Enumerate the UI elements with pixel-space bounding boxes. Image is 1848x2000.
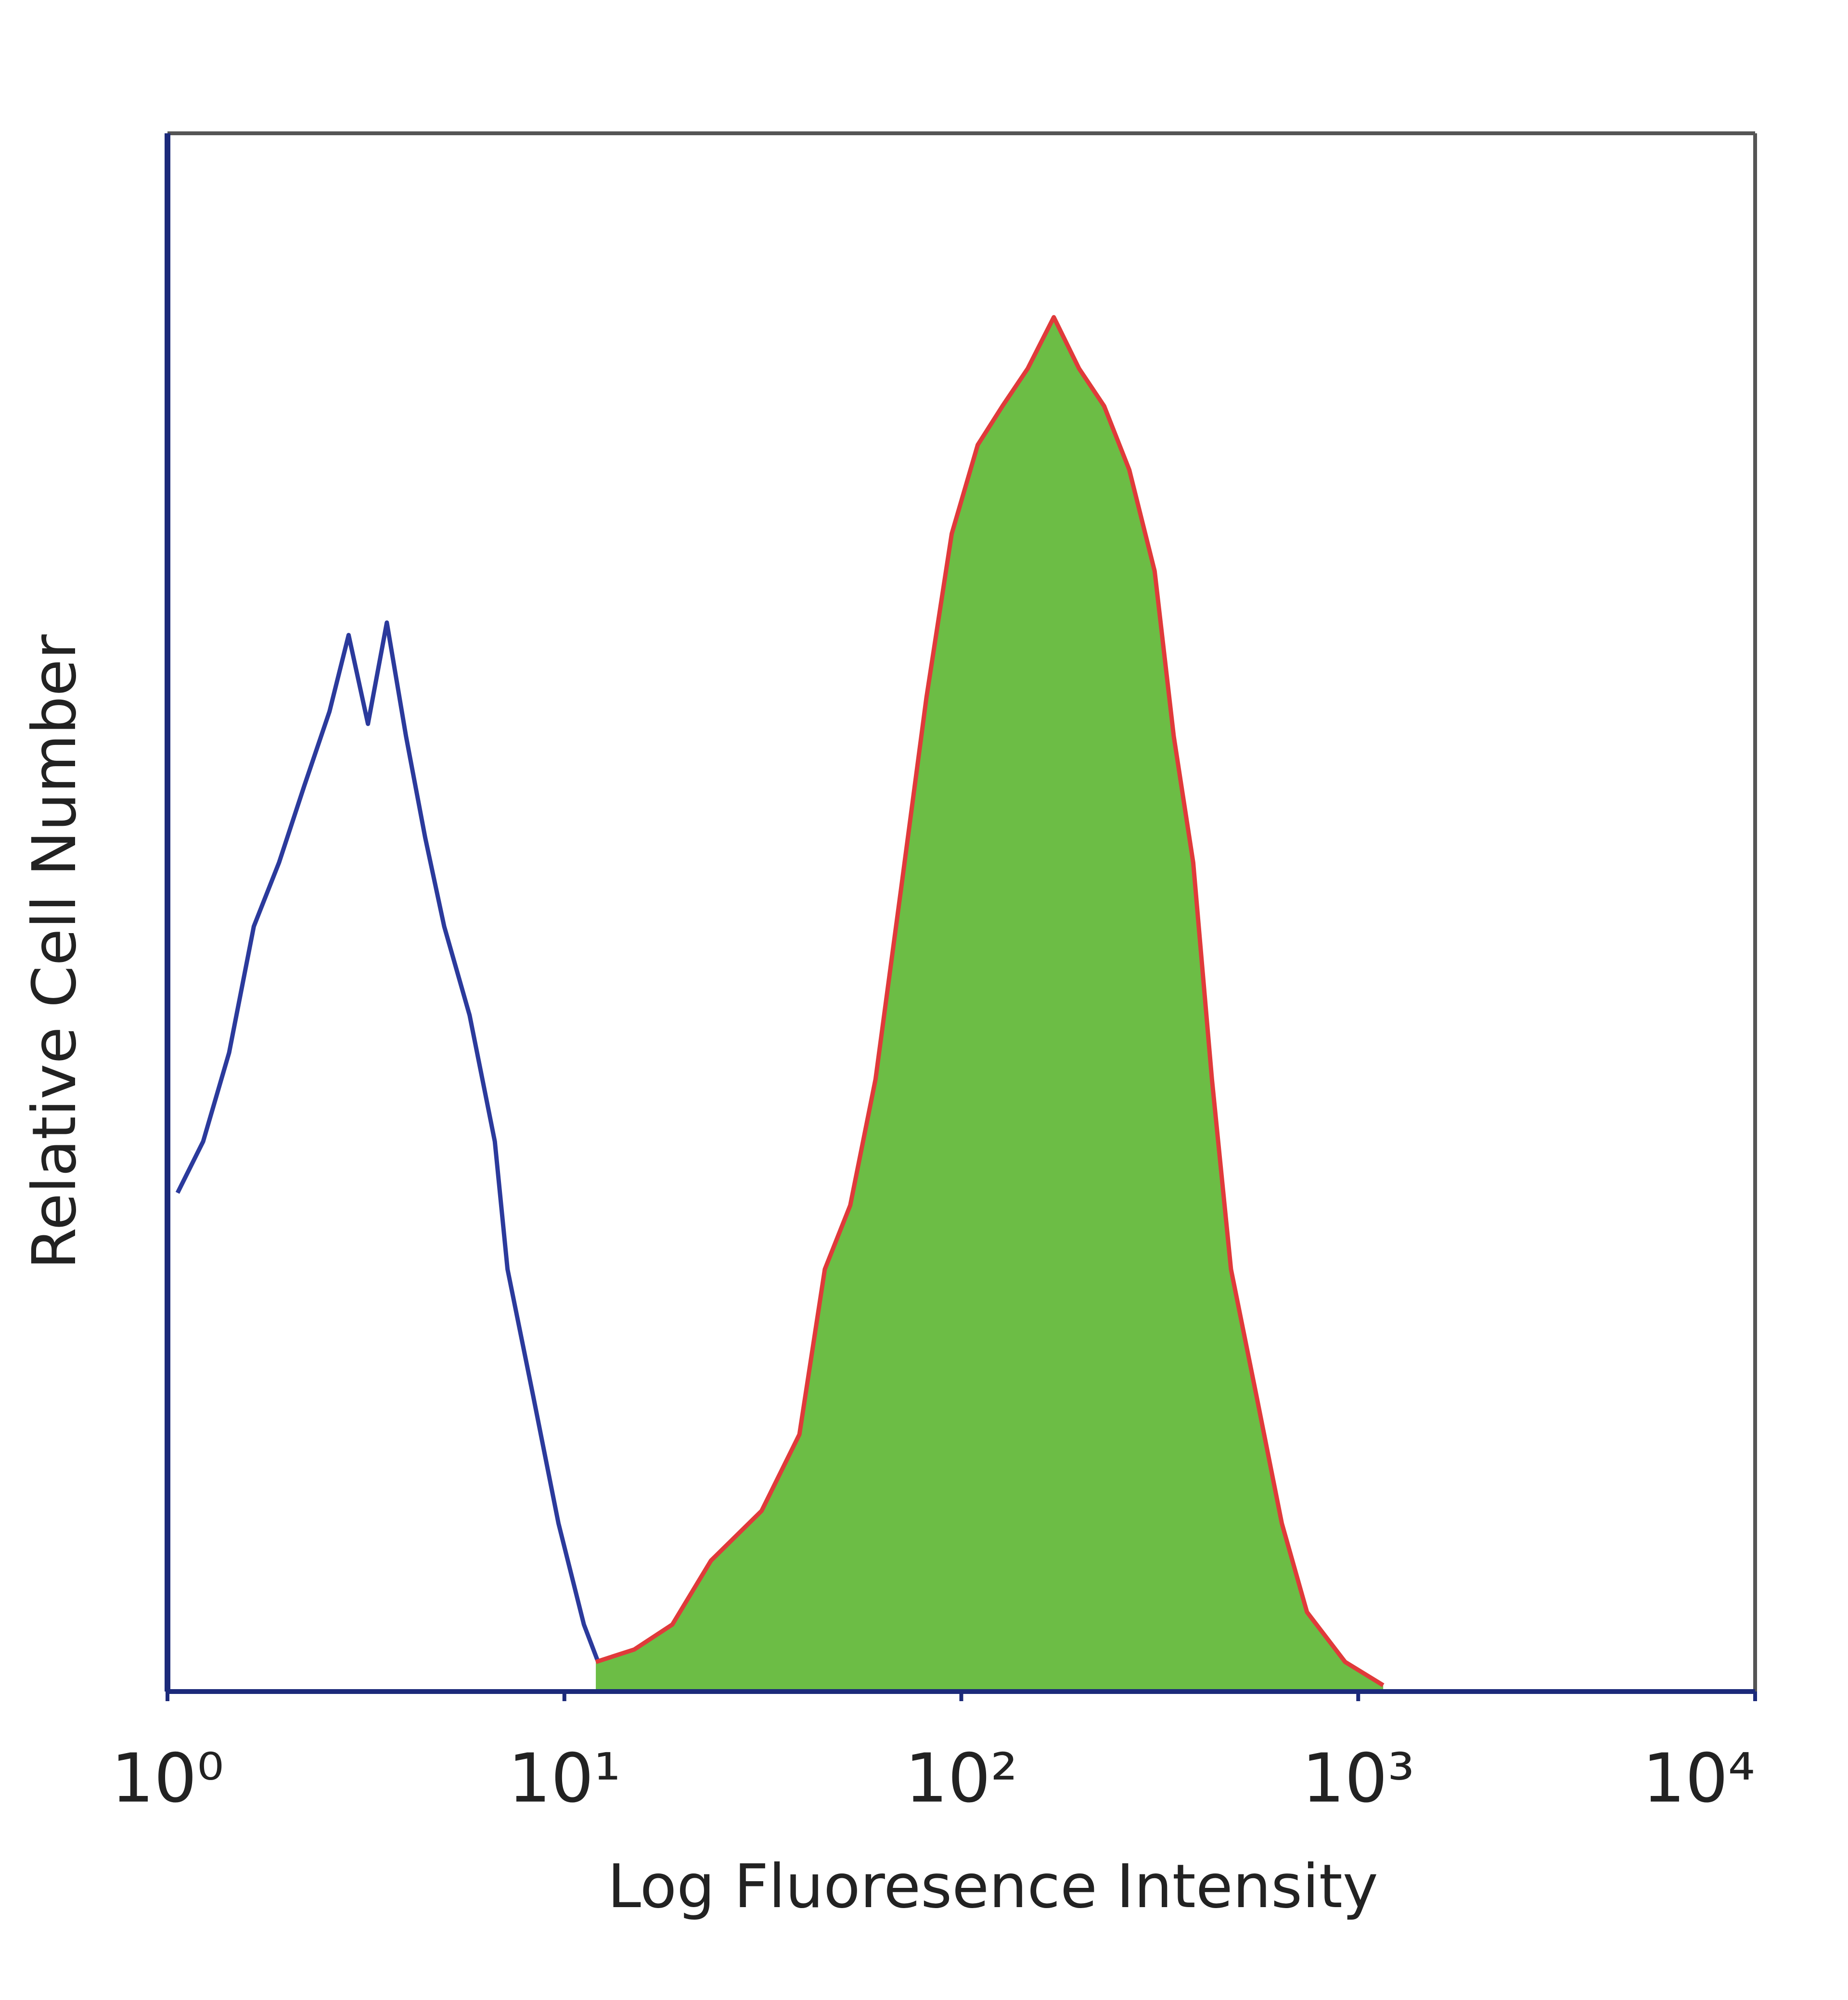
x-tick-label: 10² (905, 1740, 1017, 1818)
x-tick-label: 10⁰ (111, 1740, 224, 1818)
x-axis-label: Log Fluoresence Intensity (607, 1852, 1378, 1922)
x-tick-label: 10⁴ (1643, 1740, 1755, 1818)
y-axis-label: Relative Cell Number (20, 634, 90, 1269)
x-tick-label: 10³ (1302, 1740, 1414, 1818)
x-tick-label: 10¹ (508, 1740, 621, 1818)
histogram-line (175, 620, 812, 1688)
histogram-area (596, 317, 1384, 1692)
histogram-line (595, 315, 1385, 1687)
